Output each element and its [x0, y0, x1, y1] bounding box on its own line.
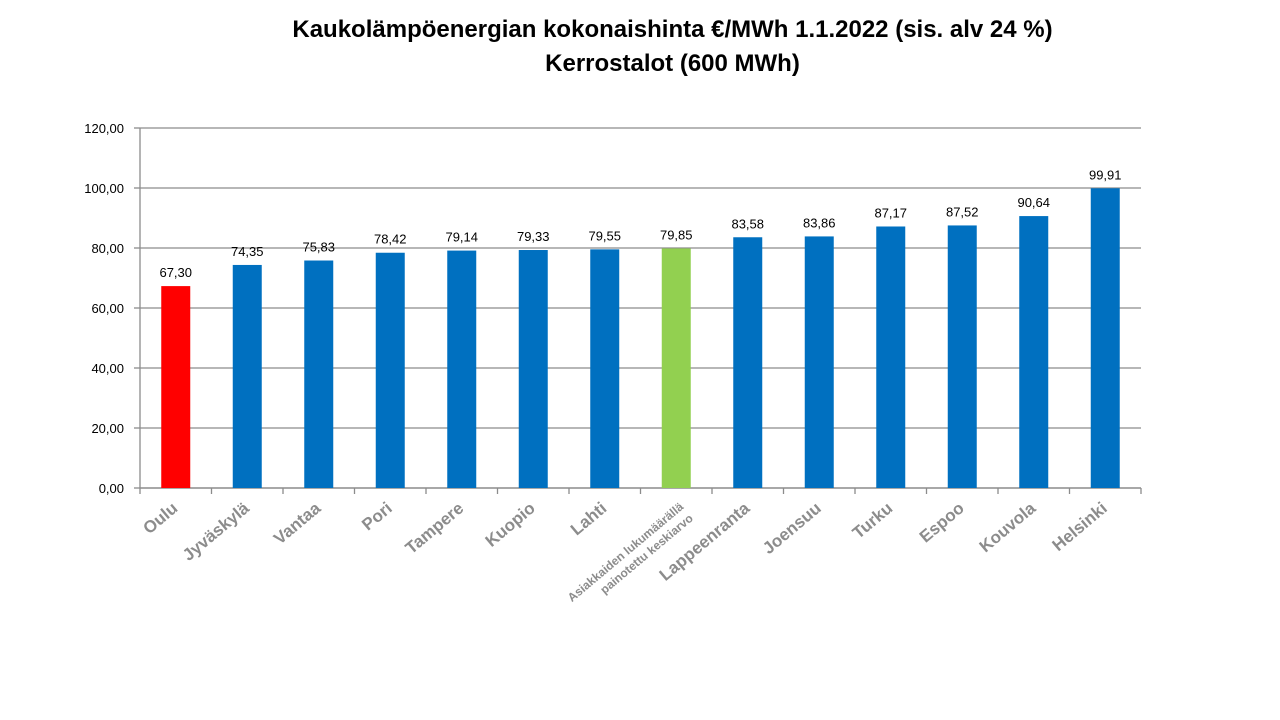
data-label: 79,14 — [445, 230, 478, 245]
bar — [1090, 188, 1120, 488]
bar — [375, 252, 405, 488]
bar — [304, 260, 334, 488]
data-label: 67,30 — [159, 265, 192, 280]
bar — [947, 225, 977, 488]
x-category-label: Joensuu — [759, 499, 825, 558]
x-category-label: Tampere — [402, 499, 468, 558]
bar — [232, 264, 262, 488]
data-label: 87,17 — [874, 205, 907, 220]
bar — [518, 250, 548, 488]
bar — [1019, 216, 1049, 488]
y-tick-label: 80,00 — [91, 241, 124, 256]
data-label: 99,91 — [1089, 167, 1122, 182]
bars — [161, 188, 1120, 489]
x-category-label: Kuopio — [482, 499, 539, 551]
bar — [804, 236, 834, 488]
x-category-label: Jyväskylä — [179, 498, 253, 565]
chart-title: Kaukolämpöenergian kokonaishinta €/MWh 1… — [292, 16, 1053, 43]
bar — [161, 286, 191, 488]
data-label: 90,64 — [1017, 195, 1050, 210]
data-label: 83,58 — [731, 216, 764, 231]
data-label: 83,86 — [803, 215, 836, 230]
x-category-label: Lahti — [567, 499, 610, 540]
bar — [590, 249, 620, 488]
data-label: 78,42 — [374, 232, 407, 247]
y-tick-label: 0,00 — [99, 481, 124, 496]
gridlines — [140, 127, 1141, 429]
bar — [447, 250, 477, 488]
x-category-label: Helsinki — [1049, 499, 1111, 555]
data-label: 74,35 — [231, 244, 264, 259]
bar — [876, 226, 906, 489]
x-category-label: Turku — [849, 499, 896, 543]
data-label: 79,33 — [517, 229, 550, 244]
data-labels: 67,30 74,35 75,83 78,42 79,14 79,33 79,55 79,85… — [159, 167, 1121, 280]
bar — [733, 237, 763, 488]
x-category-label: Vantaa — [270, 498, 325, 548]
x-category-label: Kouvola — [976, 498, 1040, 556]
bar — [661, 248, 691, 488]
y-tick-label: 100,00 — [84, 181, 124, 196]
x-category-label: Pori — [358, 499, 396, 535]
y-tick-label: 120,00 — [84, 121, 124, 136]
y-tick-label: 20,00 — [91, 421, 124, 436]
x-category-label: Oulu — [139, 499, 181, 538]
data-label: 79,85 — [660, 227, 693, 242]
x-category-label: Espoo — [916, 499, 968, 547]
y-tick-label: 60,00 — [91, 301, 124, 316]
data-label: 79,55 — [588, 228, 621, 243]
y-tick-label: 40,00 — [91, 361, 124, 376]
chart-subtitle: Kerrostalot (600 MWh) — [545, 50, 800, 77]
data-label: 87,52 — [946, 204, 979, 219]
data-label: 75,83 — [302, 240, 335, 255]
